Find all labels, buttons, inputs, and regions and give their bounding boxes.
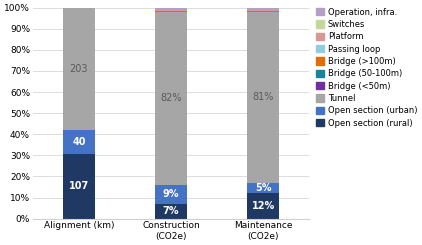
Bar <box>247 11 279 12</box>
Text: 40: 40 <box>72 137 86 147</box>
Bar <box>155 10 187 11</box>
Legend: Operation, infra., Switches, Platform, Passing loop, Bridge (>100m), Bridge (50-: Operation, infra., Switches, Platform, P… <box>316 8 417 128</box>
Bar <box>247 193 279 219</box>
Bar <box>155 204 187 219</box>
Bar <box>247 10 279 11</box>
Bar <box>247 12 279 183</box>
Bar <box>63 154 95 219</box>
Bar <box>155 8 187 10</box>
Bar <box>247 183 279 193</box>
Text: 81%: 81% <box>252 92 274 102</box>
Bar <box>247 8 279 10</box>
Text: 107: 107 <box>69 182 89 192</box>
Text: 12%: 12% <box>252 201 275 211</box>
Text: 5%: 5% <box>255 183 271 193</box>
Bar <box>155 12 187 185</box>
Text: 203: 203 <box>70 64 88 74</box>
Bar <box>155 185 187 204</box>
Bar <box>63 7 95 8</box>
Text: 7%: 7% <box>163 206 179 216</box>
Text: 9%: 9% <box>163 189 179 199</box>
Bar <box>155 11 187 12</box>
Bar <box>63 8 95 130</box>
Bar <box>63 130 95 154</box>
Bar <box>63 6 95 7</box>
Text: 82%: 82% <box>160 93 182 103</box>
